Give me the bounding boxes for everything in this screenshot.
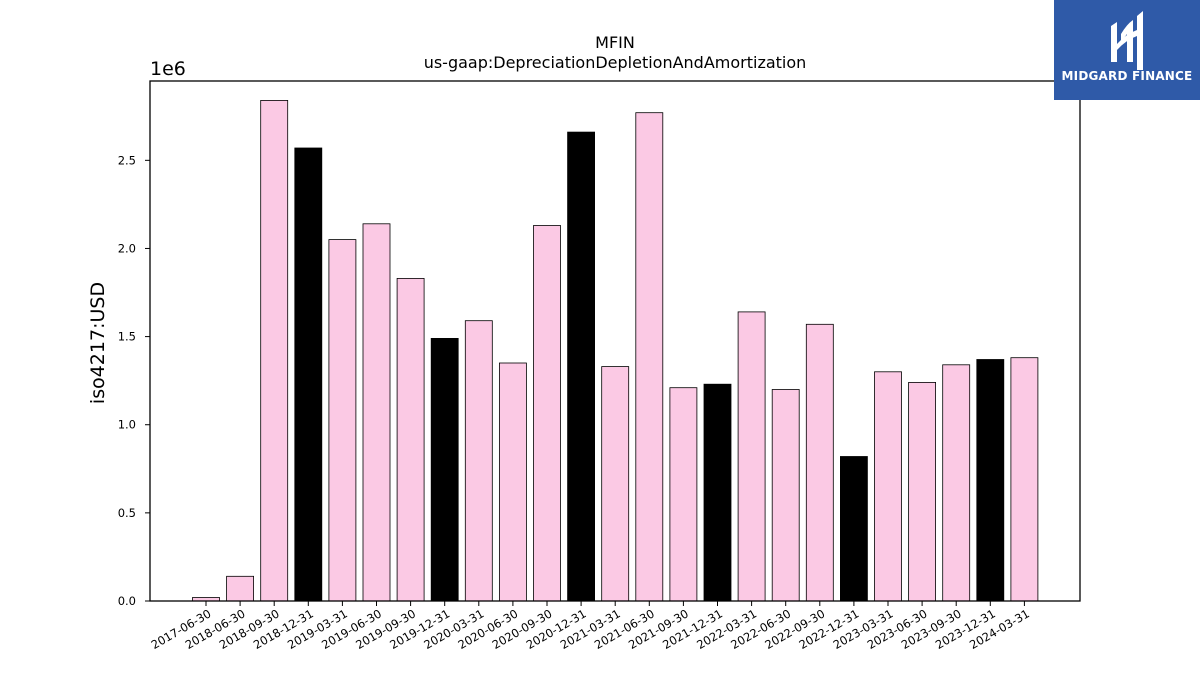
bar-2021-06-30 [635,112,664,602]
midgard-logo-icon [1111,11,1143,70]
bar-2023-03-31 [874,371,902,602]
y-tick-label: 2.0 [118,241,136,255]
midgard-finance-logo: MIDGARD FINANCE [1054,0,1200,100]
y-tick-label: 1.0 [118,418,136,432]
bar-2023-09-30 [942,364,971,602]
bar-2022-09-30 [805,323,834,602]
y-scale-label: 1e6 [150,58,186,80]
bar-2019-09-30 [396,277,425,602]
y-axis-label: iso4217:USD [87,282,109,404]
bar-2020-12-31 [567,131,595,602]
bar-2018-09-30 [260,100,289,602]
bar-2020-09-30 [533,225,561,602]
y-tick-label: 1.5 [118,330,136,344]
bar-2020-03-31 [464,320,493,602]
y-tick-label: 0.5 [118,506,136,520]
bar-2020-06-30 [498,362,527,602]
bar-2024-03-31 [1010,357,1039,602]
bar-2021-03-31 [601,366,630,602]
bar-2022-03-31 [737,311,766,602]
bar-2021-12-31 [703,383,732,602]
bar-2019-06-30 [362,223,391,602]
bar-2018-12-31 [294,147,323,602]
bar-2023-06-30 [908,381,936,602]
bar-2019-12-31 [430,337,459,602]
y-tick-label: 2.5 [118,153,136,167]
y-tick-label: 0.0 [118,594,136,608]
chart-title: MFIN [595,33,635,52]
bar-2019-03-31 [328,239,357,602]
bar-2023-12-31 [976,359,1005,602]
plot-frame [149,80,1081,602]
chart-subtitle: us-gaap:DepreciationDepletionAndAmortiza… [424,53,807,72]
bar-2022-12-31 [840,456,868,602]
bar-2021-09-30 [669,387,698,602]
bar-2022-06-30 [771,389,800,602]
bar-2018-06-30 [226,575,255,602]
logo-text: MIDGARD FINANCE [1061,69,1193,83]
